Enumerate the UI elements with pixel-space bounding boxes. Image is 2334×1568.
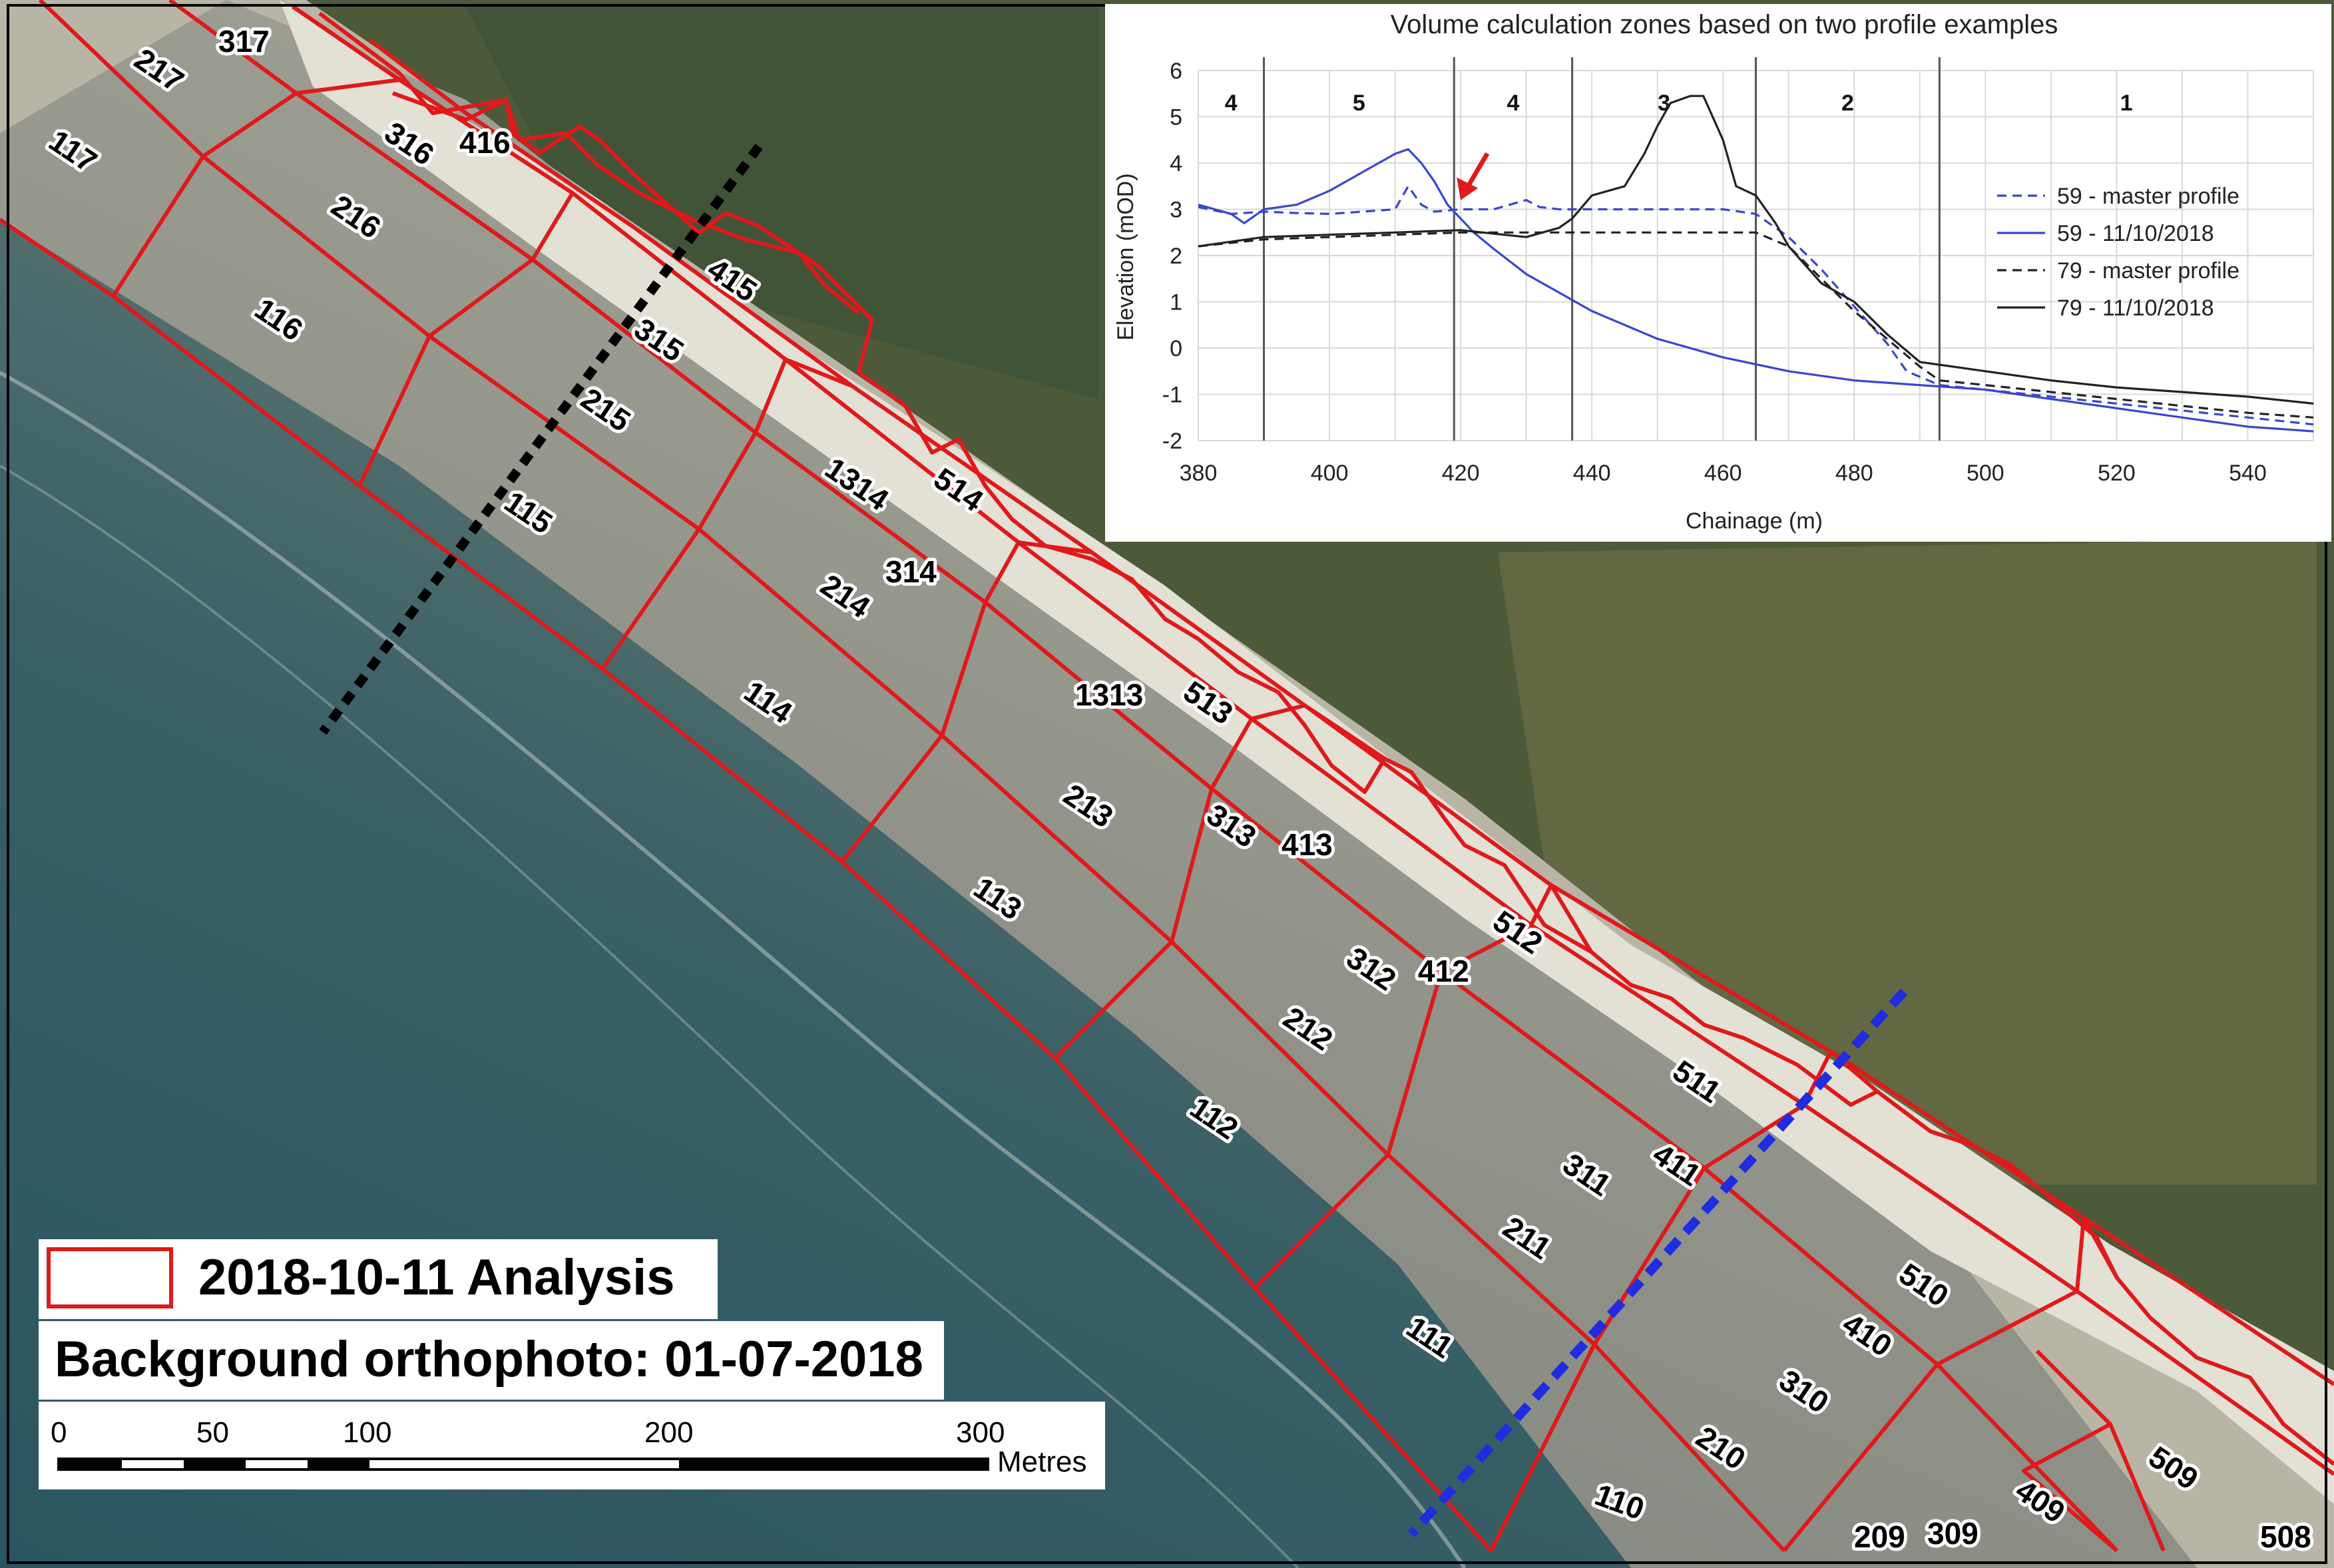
profile-chart: Volume calculation zones based on two pr… [1113, 10, 2314, 534]
chart-series [1198, 95, 2314, 433]
x-tick-label: 460 [1704, 461, 1742, 486]
profile-chart-panel: Volume calculation zones based on two pr… [1105, 4, 2331, 542]
zone-label: 413 [1282, 827, 1333, 862]
zone-cross [1253, 883, 1593, 1290]
legend: 2018-10-11 Analysis [39, 1239, 718, 1319]
series-line [1198, 185, 2314, 426]
y-tick-label: 1 [1170, 290, 1182, 315]
y-tick-label: 0 [1170, 336, 1182, 361]
chart-zones: 4 5 4 3 2 1 [1225, 57, 2133, 441]
y-tick-label: 4 [1170, 151, 1182, 176]
zone-cross [111, 5, 401, 297]
zone-label: 4 [1225, 91, 1238, 116]
y-tick-label: -1 [1162, 383, 1182, 408]
zone-cross [357, 192, 575, 487]
sea [0, 220, 1631, 1568]
zone-label: 5 [1353, 91, 1365, 116]
zone-boundary-landward [318, 11, 2334, 1466]
zone-cross [2022, 1422, 2118, 1553]
zone-label: 309 [1927, 1516, 1979, 1551]
zone-label: 1313 [1075, 678, 1143, 712]
orthophoto-note: Background orthophoto: 01-07-2018 [39, 1321, 944, 1400]
profile-79-line [1407, 988, 1908, 1537]
scale-segment [308, 1460, 369, 1468]
legend-entry: 59 - master profile [2057, 184, 2239, 209]
y-tick-label: 6 [1170, 59, 1182, 84]
y-tick-label: 2 [1170, 244, 1182, 269]
chart-legend: 59 - master profile 59 - 11/10/2018 79 - m… [1997, 184, 2239, 321]
surf-line [0, 465, 1299, 1568]
zone-boundary-2-3 [168, 0, 2119, 1553]
field-patch-upper [466, 7, 1098, 399]
x-tick-label: 480 [1835, 461, 1873, 486]
zone-label: 412 [1418, 954, 1469, 988]
zone-label: 508 [2260, 1519, 2311, 1554]
series-line [1198, 95, 2314, 405]
x-tick-label: 520 [2098, 461, 2136, 486]
scale-tick-label: 300 [956, 1416, 1005, 1449]
legend-entry: 79 - 11/10/2018 [2057, 295, 2214, 321]
zone-label: 3 [1658, 91, 1670, 116]
x-tick-label: 420 [1442, 461, 1480, 486]
scale-segment [184, 1460, 246, 1468]
legend-analysis-label: 2018-10-11 Analysis [198, 1249, 675, 1306]
zone-boundary-3-4 [292, 5, 2334, 1476]
x-axis-label: Chainage (m) [1686, 508, 1823, 534]
x-tick-label: 500 [1967, 461, 2004, 486]
zone-boundary-seaward [0, 218, 1493, 1553]
x-tick-label: 380 [1180, 461, 1218, 486]
zone-cross [1053, 703, 1386, 1060]
beach-wet [0, 0, 2197, 1568]
legend-swatch [47, 1247, 173, 1308]
arrow-head [1457, 177, 1479, 200]
legend-entry: 79 - master profile [2057, 258, 2239, 284]
scale-bar-graphic [57, 1458, 989, 1471]
zone-label: 209 [1854, 1519, 1905, 1554]
zone-label: 2 [1841, 91, 1854, 116]
y-axis-label: Elevation (mOD) [1113, 173, 1138, 340]
scale-units: Metres [997, 1446, 1087, 1478]
x-tick-label: 400 [1311, 461, 1349, 486]
zone-boundary-415-416 [391, 91, 860, 315]
series-line [1198, 231, 2314, 419]
x-tick-label: 440 [1573, 461, 1611, 486]
zone-cross [2035, 1349, 2166, 1552]
zone-cross [600, 357, 853, 670]
zone-cross [1782, 1216, 2119, 1552]
x-tick-label: 540 [2229, 461, 2267, 486]
zone-label: 317 [218, 24, 270, 59]
surf-line [0, 371, 1467, 1568]
zone-label: 416 [459, 125, 511, 160]
y-tick-label: 3 [1170, 198, 1182, 223]
zone-boundary-4-5 [368, 38, 2334, 1386]
zone-label: 1 [2120, 91, 2133, 116]
chart-axes: -2 -1 0 1 2 3 4 5 6 380 400 420 440 460 480 500 520 540 [1162, 59, 2267, 486]
legend-entry: 59 - 11/10/2018 [2057, 221, 2214, 246]
y-tick-label: -2 [1162, 429, 1182, 454]
scale-bar: 0 50 100 200 300 Metres [39, 1402, 1105, 1489]
chalk-cliffs [280, 0, 2334, 1504]
scale-tick-label: 200 [644, 1416, 694, 1449]
zone-label: 314 [885, 554, 937, 589]
scale-tick-label: 0 [51, 1416, 67, 1449]
profile-59-line [319, 143, 763, 735]
scale-tick-label: 50 [196, 1416, 229, 1449]
scale-tick-label: 100 [343, 1416, 392, 1449]
y-tick-label: 5 [1170, 105, 1182, 130]
scale-segment [60, 1460, 122, 1468]
scale-segment [679, 1460, 987, 1468]
chart-annotation [1457, 152, 1490, 200]
chart-title: Volume calculation zones based on two pr… [1391, 10, 2058, 39]
zone-label: 4 [1507, 91, 1519, 116]
series-line [1198, 148, 2314, 433]
zone-cross [840, 540, 1092, 863]
orthophoto-label: Background orthophoto: 01-07-2018 [55, 1331, 923, 1388]
